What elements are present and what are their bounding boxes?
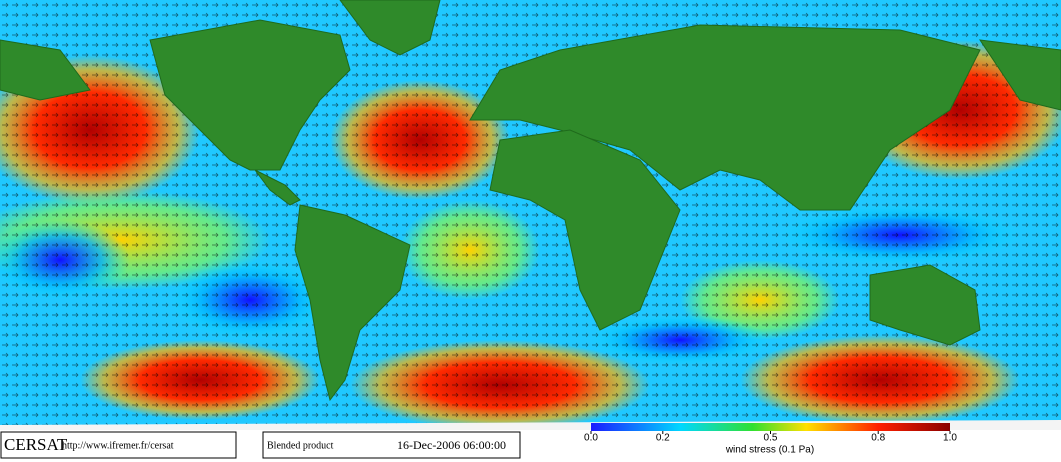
url: http://www.ifremer.fr/cersat	[62, 440, 174, 451]
colorbar-tick-label: 0.5	[764, 433, 778, 444]
colorbar-label: wind stress (0.1 Pa)	[725, 445, 814, 456]
info-box	[0, 431, 237, 459]
land	[0, 0, 1061, 402]
colorbar-tick-label: 0.2	[656, 433, 670, 444]
colorbar	[591, 423, 950, 431]
colorbar-tick-label: 0.0	[584, 433, 598, 444]
logo: CERSAT	[4, 435, 68, 454]
timestamp: 16-Dec-2006 06:00:00	[397, 438, 506, 452]
colorbar-tick-label: 0.8	[871, 433, 885, 444]
colorbar-tick-label: 1.0	[943, 433, 957, 444]
product: Blended product	[267, 440, 334, 451]
product-box	[262, 431, 521, 459]
footer: CERSAT http://www.ifremer.fr/cersat Blen…	[0, 423, 1061, 462]
